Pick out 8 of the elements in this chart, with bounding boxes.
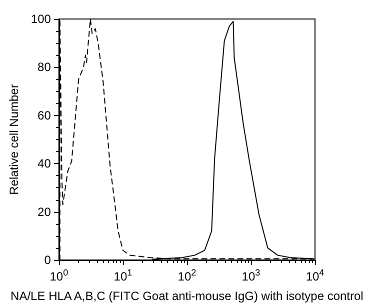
y-tick-label: 80 xyxy=(38,60,52,74)
y-tick-label: 60 xyxy=(38,108,52,122)
y-tick-label: 0 xyxy=(44,253,52,267)
y-tick-label: 100 xyxy=(30,12,52,26)
y-axis-title: Relative cell Number xyxy=(7,84,21,195)
y-tick-label: 20 xyxy=(38,204,52,219)
x-axis-title: NA/LE HLA A,B,C (FITC Goat anti-mouse IgG) with isotype control xyxy=(10,289,364,303)
y-tick-label: 40 xyxy=(38,156,52,171)
